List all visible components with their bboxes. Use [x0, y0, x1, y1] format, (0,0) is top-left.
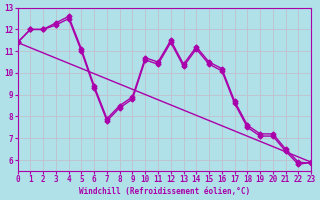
X-axis label: Windchill (Refroidissement éolien,°C): Windchill (Refroidissement éolien,°C) [79, 187, 250, 196]
